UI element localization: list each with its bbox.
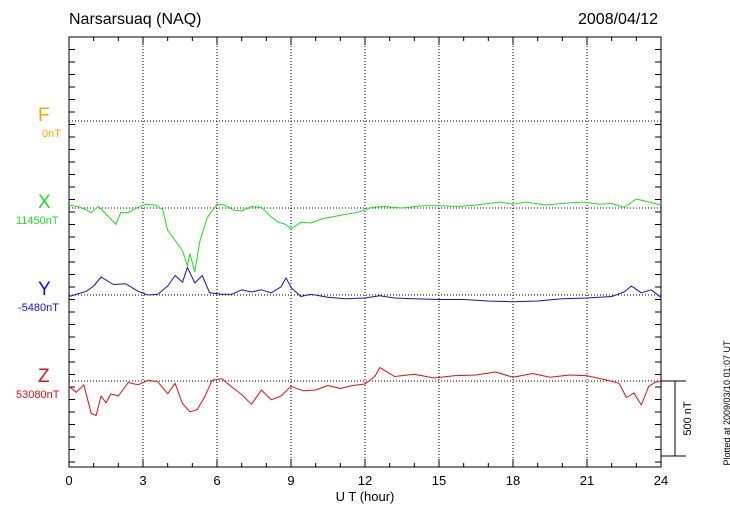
series-line-y	[68, 266, 662, 303]
x-tick-label: 9	[287, 473, 294, 488]
component-baseline-y: -5480nT	[18, 302, 59, 314]
plot-frame	[68, 36, 662, 468]
component-baseline-f: 0nT	[42, 128, 61, 140]
component-baseline-z: 53080nT	[16, 389, 60, 401]
x-tick-label: 0	[65, 473, 72, 488]
x-tick-label: 21	[580, 473, 594, 488]
x-tick-label: 24	[654, 473, 668, 488]
chart-date: 2008/04/12	[578, 11, 659, 28]
station-title: Narsarsuaq (NAQ)	[69, 11, 202, 28]
x-tick-label: 3	[139, 473, 146, 488]
x-tick-label: 12	[358, 473, 372, 488]
component-letter-x: X	[38, 192, 51, 213]
component-baseline-x: 11450nT	[16, 215, 59, 227]
x-tick-label: 6	[213, 473, 220, 488]
component-letter-f: F	[38, 105, 50, 126]
x-axis-label: U T (hour)	[336, 489, 395, 504]
x-tick-label: 15	[432, 473, 446, 488]
component-letter-z: Z	[38, 366, 50, 387]
series-line-x	[68, 198, 662, 273]
scale-bar-label: 500 nT	[682, 401, 694, 436]
component-letter-y: Y	[38, 279, 51, 300]
x-tick-label: 18	[506, 473, 520, 488]
series-line-z	[68, 367, 661, 416]
